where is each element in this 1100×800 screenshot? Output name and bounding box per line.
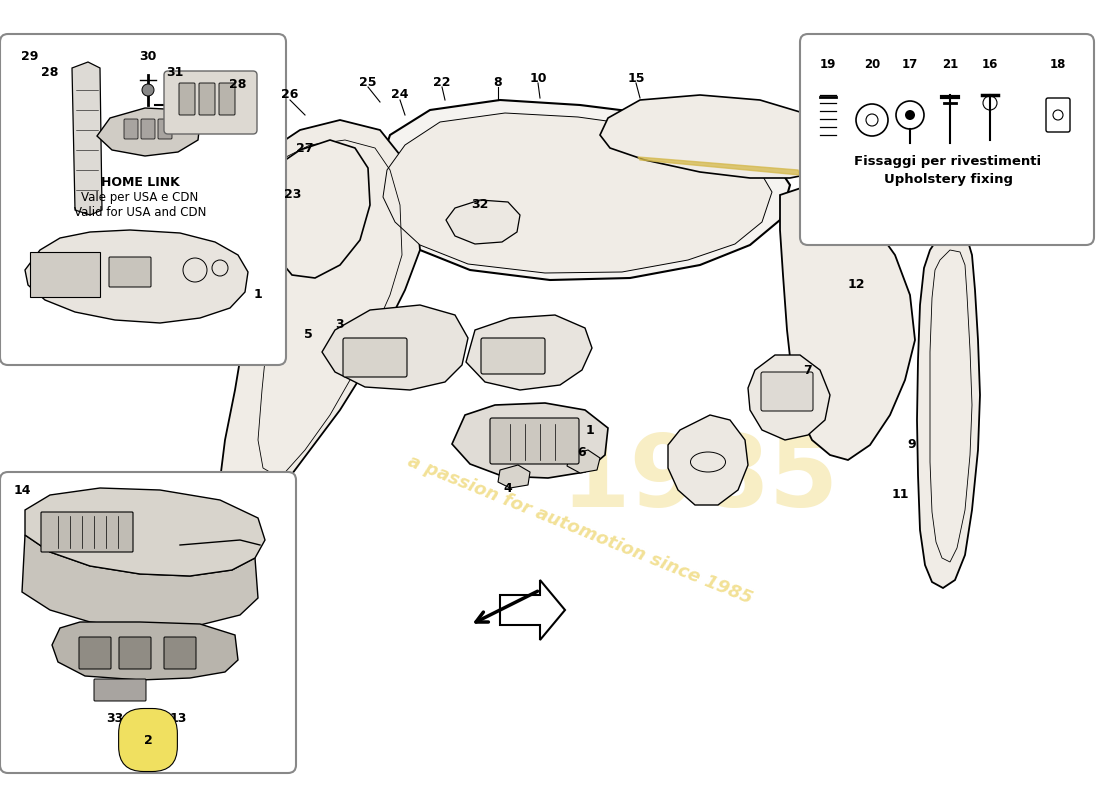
Text: 1: 1 [585, 423, 594, 437]
Text: 23: 23 [284, 189, 301, 202]
Polygon shape [72, 62, 102, 215]
Polygon shape [600, 95, 840, 178]
Text: 6: 6 [578, 446, 586, 459]
FancyBboxPatch shape [109, 257, 151, 287]
Polygon shape [452, 403, 608, 478]
FancyBboxPatch shape [158, 119, 172, 139]
Text: 25: 25 [360, 75, 376, 89]
FancyBboxPatch shape [490, 418, 579, 464]
Text: 9: 9 [908, 438, 916, 451]
Circle shape [905, 110, 915, 120]
Text: a passion for automotion since 1985: a passion for automotion since 1985 [405, 452, 755, 608]
FancyBboxPatch shape [199, 83, 214, 115]
FancyBboxPatch shape [343, 338, 407, 377]
FancyBboxPatch shape [800, 34, 1094, 245]
Text: 29: 29 [21, 50, 38, 62]
Text: Valid for USA and CDN: Valid for USA and CDN [74, 206, 206, 218]
Text: 33: 33 [107, 711, 123, 725]
FancyBboxPatch shape [124, 119, 138, 139]
Text: 16: 16 [982, 58, 998, 71]
Text: 30: 30 [140, 50, 156, 62]
Text: Vale per USA e CDN: Vale per USA e CDN [81, 190, 199, 203]
Polygon shape [97, 108, 200, 156]
FancyBboxPatch shape [164, 71, 257, 134]
Text: 34: 34 [140, 711, 156, 725]
FancyBboxPatch shape [79, 637, 111, 669]
Text: 22: 22 [433, 75, 451, 89]
Polygon shape [466, 315, 592, 390]
Text: 28: 28 [229, 78, 246, 90]
Polygon shape [383, 113, 772, 273]
Text: 19: 19 [820, 58, 836, 71]
Polygon shape [638, 157, 800, 175]
Text: 15: 15 [627, 71, 645, 85]
Polygon shape [498, 465, 530, 488]
Text: 5: 5 [304, 329, 312, 342]
FancyBboxPatch shape [119, 637, 151, 669]
Text: 3: 3 [336, 318, 344, 331]
Polygon shape [748, 355, 830, 440]
Polygon shape [220, 120, 420, 520]
Text: 8: 8 [494, 75, 503, 89]
FancyBboxPatch shape [219, 83, 235, 115]
Text: Upholstery fixing: Upholstery fixing [883, 174, 1012, 186]
Polygon shape [52, 622, 238, 680]
Polygon shape [566, 450, 600, 473]
Polygon shape [500, 580, 565, 640]
Text: 1985: 1985 [561, 431, 839, 529]
Text: 10: 10 [529, 71, 547, 85]
Text: 26: 26 [282, 89, 299, 102]
Polygon shape [446, 200, 520, 244]
Polygon shape [322, 305, 468, 390]
FancyBboxPatch shape [481, 338, 544, 374]
Text: 18: 18 [1049, 58, 1066, 71]
Text: 7: 7 [804, 363, 813, 377]
Circle shape [142, 84, 154, 96]
Text: 2: 2 [144, 734, 153, 746]
Text: 20: 20 [864, 58, 880, 71]
Text: 12: 12 [847, 278, 865, 291]
Text: 27: 27 [296, 142, 314, 154]
FancyBboxPatch shape [30, 252, 100, 297]
Text: HOME LINK: HOME LINK [100, 175, 179, 189]
FancyBboxPatch shape [141, 119, 155, 139]
Polygon shape [668, 415, 748, 505]
FancyBboxPatch shape [94, 679, 146, 701]
Text: 11: 11 [891, 489, 909, 502]
Text: 31: 31 [166, 66, 184, 78]
Text: 14: 14 [13, 483, 31, 497]
Polygon shape [917, 230, 980, 588]
FancyBboxPatch shape [761, 372, 813, 411]
Text: 1: 1 [254, 289, 263, 302]
Text: 28: 28 [42, 66, 58, 78]
Text: 21: 21 [942, 58, 958, 71]
FancyBboxPatch shape [179, 83, 195, 115]
FancyBboxPatch shape [164, 637, 196, 669]
Text: 4: 4 [504, 482, 513, 494]
Polygon shape [272, 140, 370, 278]
Text: Fissaggi per rivestimenti: Fissaggi per rivestimenti [855, 155, 1042, 169]
Text: 17: 17 [902, 58, 918, 71]
FancyBboxPatch shape [0, 34, 286, 365]
FancyBboxPatch shape [0, 472, 296, 773]
Polygon shape [375, 100, 790, 280]
Polygon shape [780, 185, 915, 460]
Polygon shape [25, 488, 265, 576]
Polygon shape [25, 230, 248, 323]
FancyBboxPatch shape [41, 512, 133, 552]
Text: 32: 32 [471, 198, 488, 211]
Text: 13: 13 [169, 711, 187, 725]
Text: 24: 24 [392, 89, 409, 102]
Polygon shape [22, 535, 258, 628]
